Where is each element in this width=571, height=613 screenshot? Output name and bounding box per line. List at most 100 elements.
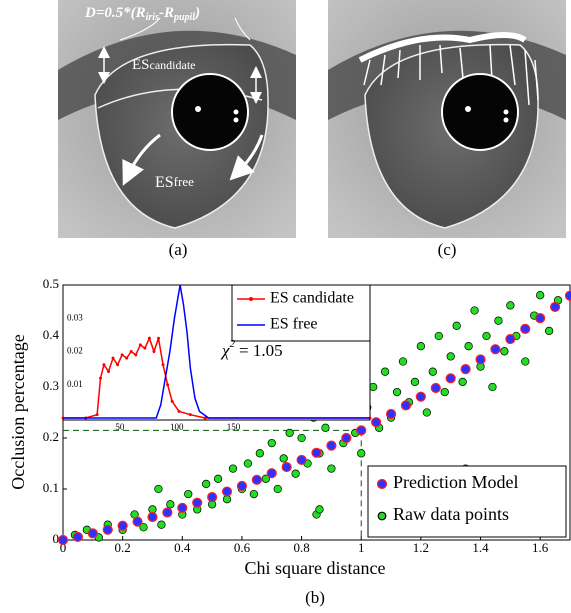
raw-point (545, 327, 553, 335)
raw-point (483, 332, 491, 340)
model-point (461, 365, 470, 374)
raw-point (167, 501, 175, 509)
inset-marker (99, 377, 102, 380)
inset-marker (157, 337, 160, 340)
inset-marker (162, 363, 165, 366)
raw-point (435, 332, 443, 340)
model-point (476, 355, 485, 364)
eye-image-a: D=0.5*(Riris-Rpupil) EScandidate ESfree (58, 0, 296, 238)
x-tick-label: 0.4 (174, 540, 191, 555)
legend-label: ES free (270, 316, 318, 333)
raw-point (489, 383, 497, 391)
inset-marker (130, 350, 133, 353)
legend-marker (378, 480, 387, 489)
inset-marker (171, 400, 174, 403)
inset-y-tick-label: 0.03 (67, 312, 83, 322)
raw-point (411, 378, 419, 386)
model-point (401, 401, 410, 410)
label-base: ES (132, 57, 150, 73)
model-point (566, 291, 571, 300)
model-point (416, 392, 425, 401)
legend-label: Prediction Model (393, 472, 518, 492)
inset-marker (116, 363, 119, 366)
raw-point (507, 302, 515, 310)
model-point (148, 513, 157, 522)
caption: (b) (305, 588, 325, 607)
inset-y-tick-label: 0.02 (67, 346, 83, 356)
inset-x-tick-label: 50 (115, 422, 125, 432)
x-tick-label: 0.8 (293, 540, 309, 555)
inset-marker (152, 350, 155, 353)
raw-point (453, 322, 461, 330)
x-tick-label: 0.6 (234, 540, 251, 555)
model-point (223, 487, 232, 496)
formula-part: ) (193, 5, 200, 21)
model-point (342, 434, 351, 443)
raw-point (184, 490, 192, 498)
inset-marker (189, 413, 192, 416)
model-point (357, 426, 366, 435)
inset-marker (148, 337, 151, 340)
raw-point (471, 307, 479, 315)
raw-point (274, 485, 282, 493)
raw-point (280, 455, 288, 463)
raw-point (328, 465, 336, 473)
raw-point (298, 434, 306, 442)
model-point (208, 493, 217, 502)
model-point (118, 521, 127, 530)
raw-point (268, 439, 276, 447)
inset-marker (177, 410, 180, 413)
raw-point (250, 490, 258, 498)
raw-point (202, 480, 210, 488)
inset-y-tick-label: 0.01 (67, 379, 83, 389)
es-free-label: ESfree (155, 174, 194, 191)
raw-point (369, 383, 377, 391)
x-tick-label: 1.2 (413, 540, 429, 555)
x-tick-label: 1.6 (532, 540, 549, 555)
inset-marker (121, 353, 124, 356)
raw-point (292, 470, 300, 478)
inset-marker (166, 383, 169, 386)
label-base: ES (155, 174, 174, 191)
x-tick-label: 1 (358, 540, 365, 555)
raw-point (495, 317, 503, 325)
es-candidate-label: EScandidate (132, 57, 196, 73)
raw-point (459, 378, 467, 386)
model-point (431, 384, 440, 393)
raw-point (357, 450, 365, 458)
raw-point (465, 342, 473, 350)
legend-label: ES candidate (270, 290, 354, 307)
raw-point (214, 475, 222, 483)
inset-marker (107, 370, 110, 373)
model-point (327, 441, 336, 450)
formula-sub: pupil (173, 12, 195, 23)
model-point (59, 536, 68, 545)
model-point (536, 314, 545, 323)
model-point (193, 498, 202, 507)
raw-point (417, 342, 425, 350)
raw-point (536, 291, 544, 299)
legend-marker (249, 297, 253, 301)
model-point (372, 418, 381, 427)
caption: (a) (169, 240, 188, 259)
y-tick-label: 0.1 (43, 480, 59, 495)
raw-point (322, 424, 330, 432)
y-tick-label: 0.3 (43, 378, 59, 393)
inset-marker (139, 343, 142, 346)
inset-marker (125, 357, 128, 360)
model-point (312, 448, 321, 457)
model-point (178, 503, 187, 512)
raw-point (441, 388, 449, 396)
raw-point (256, 450, 264, 458)
raw-point (316, 506, 324, 514)
eye-image-c (328, 0, 566, 238)
y-tick-label: 0 (53, 531, 60, 546)
label-sub: free (174, 174, 194, 189)
inset-marker (143, 347, 146, 350)
model-point (282, 463, 291, 472)
model-point (506, 335, 515, 344)
model-point (133, 517, 142, 526)
model-point (252, 475, 261, 484)
raw-point (423, 409, 431, 417)
raw-point (393, 388, 401, 396)
